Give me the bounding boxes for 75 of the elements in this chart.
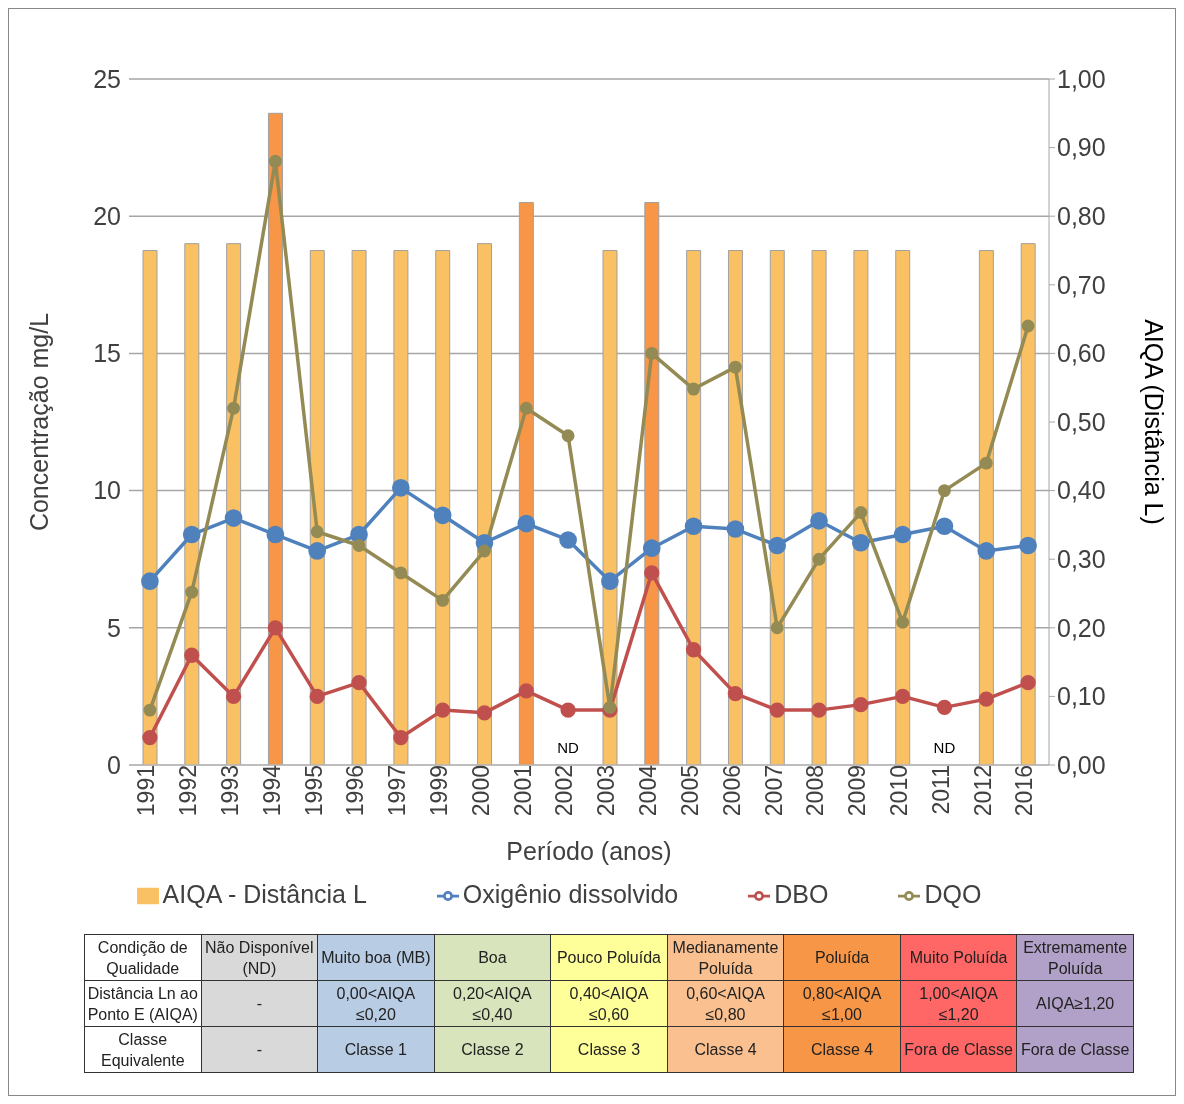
text: Fora de Classe <box>900 1026 1017 1073</box>
y2-tick-label: 0,60 <box>1057 339 1106 368</box>
x-tick-label: 2008 <box>802 765 829 817</box>
x-axis-title: Período (anos) <box>506 837 672 865</box>
y-axis-title: Concentração mg/L <box>24 312 53 532</box>
annotation: ND <box>557 739 580 756</box>
y2-tick-label: 0,50 <box>1057 407 1106 436</box>
x-tick-label: 2004 <box>635 764 662 817</box>
y2-tick-label: 0,10 <box>1057 682 1106 711</box>
text: 0,20<AIQA ≤0,40 <box>434 980 551 1027</box>
x-tick-label: 2006 <box>718 765 745 817</box>
x-tick-label: 1991 <box>133 765 160 817</box>
text: 0,40<AIQA ≤0,60 <box>550 980 668 1027</box>
text: Classe 4 <box>783 1026 901 1073</box>
legend-label: AIQA - Distância L <box>162 880 367 908</box>
legend-label: DQO <box>924 880 982 908</box>
text: Classe 2 <box>434 1026 551 1073</box>
y-tick-label: 5 <box>107 613 121 642</box>
y2-tick-label: 0,40 <box>1057 476 1106 505</box>
x-tick-label: 2003 <box>593 765 620 817</box>
text: Fora de Classe <box>1016 1026 1134 1073</box>
text: Classe 4 <box>667 1026 784 1073</box>
text: Classe Equivalente <box>84 1026 202 1073</box>
text: Muito Poluída <box>900 934 1017 981</box>
annotation: ND <box>933 739 956 756</box>
text: Classe 3 <box>550 1026 668 1073</box>
text: Extremamente Poluída <box>1016 934 1134 981</box>
x-tick-label: 2016 <box>1011 765 1038 817</box>
text: Distância Ln ao Ponto E (AIQA) <box>84 980 202 1027</box>
text: 0,00<AIQA ≤0,20 <box>317 980 435 1027</box>
text: Muito boa (MB) <box>317 934 435 981</box>
x-tick-label: 1999 <box>425 765 452 817</box>
text: Não Disponível (ND) <box>201 934 318 981</box>
x-tick-label: 1992 <box>175 765 202 817</box>
y-tick-label: 10 <box>93 476 121 505</box>
text: Pouco Poluída <box>550 934 668 981</box>
y2-tick-label: 0,20 <box>1057 613 1106 642</box>
text: - <box>201 1026 318 1073</box>
y2-tick-label: 0,90 <box>1057 133 1106 162</box>
text: 0,80<AIQA ≤1,00 <box>783 980 901 1027</box>
x-tick-label: 2000 <box>467 765 494 817</box>
y2-tick-label: 0,00 <box>1057 750 1106 779</box>
y2-axis-title: AIQA (Distância L) <box>1140 319 1169 525</box>
x-tick-label: 2012 <box>969 765 996 817</box>
x-tick-label: 2005 <box>676 765 703 817</box>
y-tick-label: 0 <box>107 750 121 779</box>
x-tick-label: 2001 <box>509 765 536 817</box>
y2-tick-label: 0,80 <box>1057 202 1106 231</box>
text: Boa <box>434 934 551 981</box>
text: 1,00<AIQA ≤1,20 <box>900 980 1017 1027</box>
x-tick-label: 2007 <box>760 765 787 817</box>
x-tick-label: 1993 <box>216 765 243 817</box>
x-tick-label: 2010 <box>885 765 912 817</box>
x-tick-label: 2011 <box>927 765 954 815</box>
x-tick-label: 2009 <box>844 765 871 817</box>
text: - <box>201 980 318 1027</box>
y2-tick-label: 1,00 <box>1057 64 1106 93</box>
y2-tick-label: 0,30 <box>1057 545 1106 574</box>
x-tick-label: 1994 <box>258 764 285 817</box>
text: Classe 1 <box>317 1026 435 1073</box>
x-tick-label: 1997 <box>384 765 411 817</box>
x-tick-label: 2002 <box>551 765 578 817</box>
y-tick-label: 25 <box>93 64 121 93</box>
x-tick-label: 1996 <box>342 765 369 817</box>
text: 0,60<AIQA ≤0,80 <box>667 980 784 1027</box>
y-tick-label: 15 <box>93 339 121 368</box>
legend-label: DBO <box>774 880 829 908</box>
x-tick-label: 1995 <box>300 765 327 817</box>
text: AIQA≥1,20 <box>1016 980 1134 1027</box>
text: Poluída <box>783 934 901 981</box>
text: Condição de Qualidade <box>84 934 202 981</box>
y-tick-label: 20 <box>93 202 121 231</box>
text: Medianamente Poluída <box>667 934 784 981</box>
legend-label: Oxigênio dissolvido <box>462 880 679 908</box>
y2-tick-label: 0,70 <box>1057 270 1106 299</box>
